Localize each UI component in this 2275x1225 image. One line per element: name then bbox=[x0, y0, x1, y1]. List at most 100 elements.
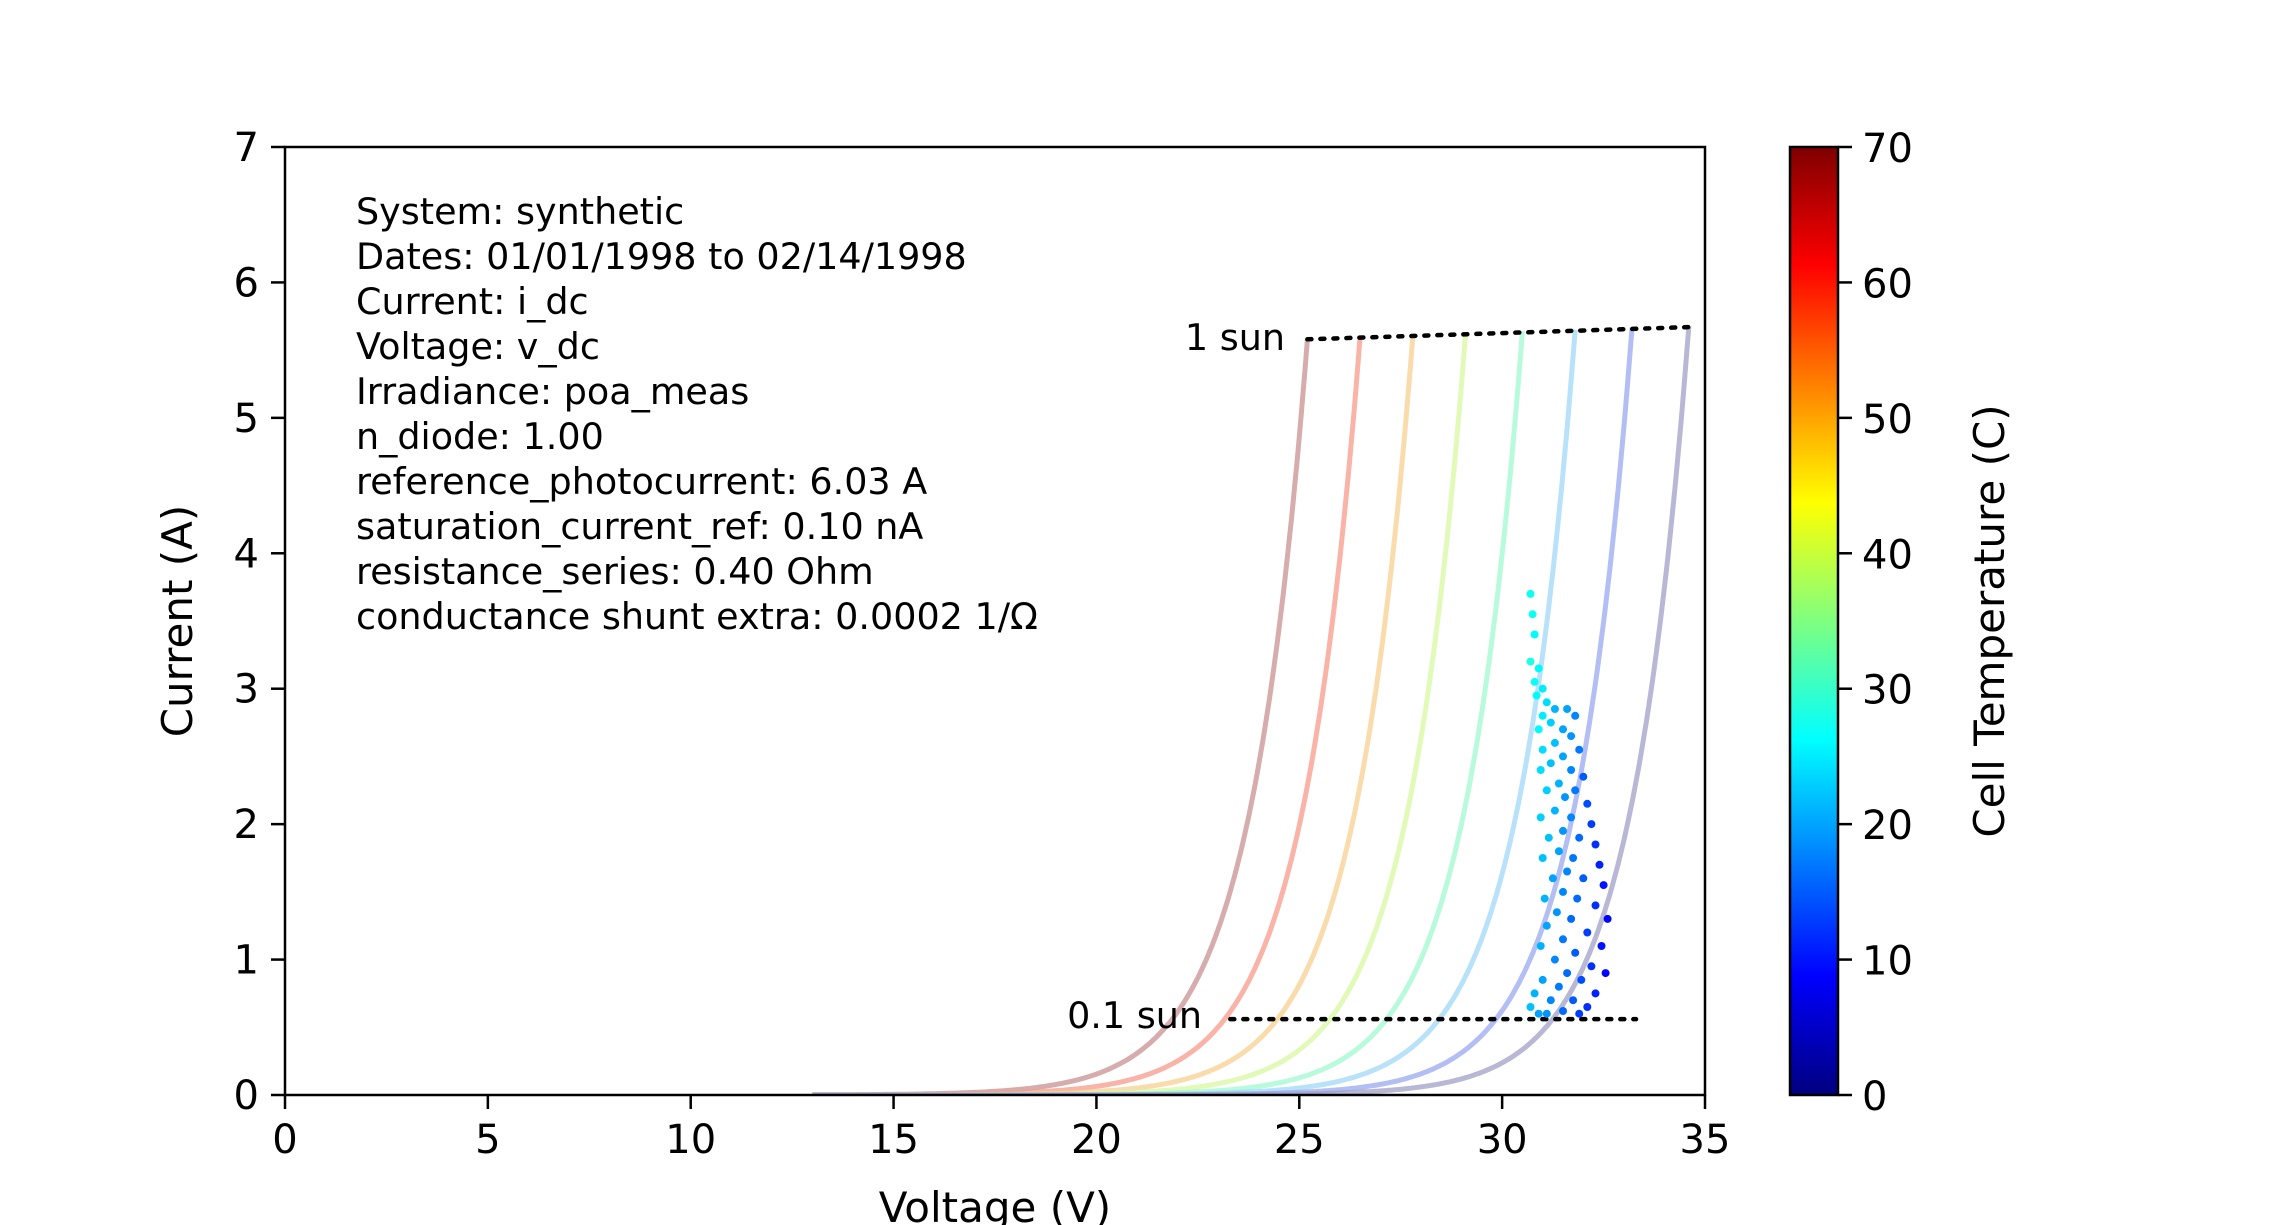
scatter-point bbox=[1563, 705, 1572, 713]
scatter-point bbox=[1595, 860, 1604, 869]
info-line-photocurrent: reference_photocurrent: 6.03 A bbox=[356, 460, 927, 503]
info-line-n-diode: n_diode: 1.00 bbox=[356, 415, 604, 458]
scatter-point bbox=[1542, 1009, 1551, 1018]
scatter-point bbox=[1567, 732, 1576, 741]
scatter-point bbox=[1583, 799, 1592, 808]
model-curve-40c bbox=[812, 332, 1469, 1095]
colorbar-tick-label-20: 20 bbox=[1862, 803, 1913, 849]
x-axis-ticks: 0 5 10 15 20 25 30 35 bbox=[272, 1095, 1730, 1163]
model-curve-50c bbox=[812, 335, 1416, 1095]
y-tick-label-2: 2 bbox=[234, 802, 259, 848]
info-line-irradiance: Irradiance: poa_meas bbox=[356, 370, 749, 413]
y-tick-label-1: 1 bbox=[234, 938, 259, 984]
sun-level-lines bbox=[1228, 324, 1692, 1022]
scatter-point bbox=[1561, 793, 1569, 802]
scatter-point bbox=[1530, 989, 1539, 998]
scatter-point bbox=[1601, 969, 1610, 978]
scatter-point bbox=[1544, 833, 1553, 842]
scatter-point bbox=[1591, 989, 1600, 998]
info-line-voltage: Voltage: v_dc bbox=[356, 325, 600, 368]
tenth-sun-label: 0.1 sun bbox=[1067, 994, 1202, 1037]
scatter-point bbox=[1552, 908, 1561, 917]
scatter-point bbox=[1583, 1003, 1592, 1011]
colorbar: 0 10 20 30 40 50 60 70 Cell Temperature (C) bbox=[1788, 126, 2014, 1120]
x-tick-label-15: 15 bbox=[868, 1117, 919, 1163]
scatter-point bbox=[1599, 881, 1608, 890]
x-tick-label-0: 0 bbox=[272, 1117, 297, 1163]
scatter-point bbox=[1597, 942, 1606, 950]
x-tick-label-25: 25 bbox=[1274, 1117, 1325, 1163]
scatter-point bbox=[1546, 996, 1555, 1005]
scatter-point bbox=[1559, 826, 1567, 835]
info-line-dates: Dates: 01/01/1998 to 02/14/1998 bbox=[356, 235, 967, 278]
scatter-point bbox=[1536, 813, 1545, 822]
scatter-point bbox=[1583, 928, 1592, 937]
scatter-point bbox=[1559, 725, 1567, 734]
info-line-saturation-current: saturation_current_ref: 0.10 nA bbox=[356, 505, 923, 548]
colorbar-tick-label-10: 10 bbox=[1862, 939, 1913, 985]
scatter-point bbox=[1542, 921, 1551, 930]
scatter-point bbox=[1567, 914, 1576, 923]
scatter-point bbox=[1559, 1007, 1567, 1015]
scatter-point bbox=[1526, 657, 1535, 666]
scatter-point bbox=[1546, 759, 1555, 768]
y-axis-label: Current (A) bbox=[153, 505, 202, 738]
scatter-point bbox=[1571, 948, 1580, 957]
scatter-point bbox=[1571, 786, 1580, 795]
scatter-point bbox=[1603, 914, 1612, 923]
scatter-point bbox=[1559, 887, 1567, 896]
scatter-point bbox=[1538, 975, 1547, 984]
scatter-point bbox=[1536, 942, 1545, 950]
colorbar-ticks: 0 10 20 30 40 50 60 70 bbox=[1838, 126, 1913, 1120]
one-sun-label: 1 sun bbox=[1185, 316, 1285, 359]
scatter-point bbox=[1538, 745, 1547, 754]
colorbar-tick-label-40: 40 bbox=[1862, 532, 1913, 578]
scatter-point bbox=[1591, 901, 1600, 910]
scatter-point bbox=[1573, 894, 1582, 903]
x-tick-label-35: 35 bbox=[1680, 1117, 1731, 1163]
scatter-point bbox=[1534, 664, 1543, 673]
colorbar-tick-label-70: 70 bbox=[1862, 126, 1913, 172]
plot-frame bbox=[283, 145, 1707, 1097]
scatter-point bbox=[1563, 867, 1572, 876]
colorbar-tick-label-60: 60 bbox=[1862, 261, 1913, 307]
info-line-conductance-shunt: conductance shunt extra: 0.0002 1/Ω bbox=[356, 595, 1038, 638]
scatter-point bbox=[1526, 589, 1535, 598]
scatter-point bbox=[1540, 894, 1549, 903]
scatter-point bbox=[1530, 630, 1539, 639]
x-tick-label-5: 5 bbox=[475, 1117, 500, 1163]
scatter-point bbox=[1567, 766, 1576, 774]
info-line-system: System: synthetic bbox=[356, 190, 684, 233]
scatter-point bbox=[1587, 962, 1596, 971]
scatter-point bbox=[1563, 969, 1572, 978]
x-tick-label-20: 20 bbox=[1071, 1117, 1122, 1163]
scatter-point bbox=[1569, 854, 1578, 862]
scatter-point bbox=[1575, 745, 1584, 754]
scatter-point bbox=[1528, 610, 1537, 619]
colorbar-label: Cell Temperature (C) bbox=[1965, 404, 2014, 837]
y-tick-label-7: 7 bbox=[234, 125, 259, 171]
scatter-point bbox=[1554, 779, 1563, 788]
colorbar-tick-label-50: 50 bbox=[1862, 397, 1913, 443]
scatter-point bbox=[1559, 752, 1567, 761]
scatter-point bbox=[1587, 820, 1596, 829]
colorbar-tick-label-30: 30 bbox=[1862, 668, 1913, 714]
scatter-point bbox=[1542, 698, 1551, 707]
scatter-point bbox=[1546, 718, 1555, 727]
scatter-point bbox=[1550, 955, 1559, 964]
scatter-point bbox=[1579, 772, 1588, 781]
x-axis-label: Voltage (V) bbox=[879, 1183, 1111, 1225]
scatter-point bbox=[1567, 813, 1576, 822]
info-line-resistance-series: resistance_series: 0.40 Ohm bbox=[356, 550, 874, 593]
scatter-point bbox=[1550, 806, 1559, 815]
scatter-point bbox=[1577, 975, 1586, 984]
scatter-point bbox=[1554, 847, 1563, 856]
scatter-point bbox=[1575, 1009, 1584, 1018]
y-axis-ticks: 0 1 2 3 4 5 6 7 bbox=[234, 125, 285, 1119]
x-tick-label-10: 10 bbox=[665, 1117, 716, 1163]
scatter-point bbox=[1536, 766, 1545, 774]
y-tick-label-3: 3 bbox=[234, 667, 259, 713]
model-curve-70c bbox=[812, 339, 1310, 1095]
